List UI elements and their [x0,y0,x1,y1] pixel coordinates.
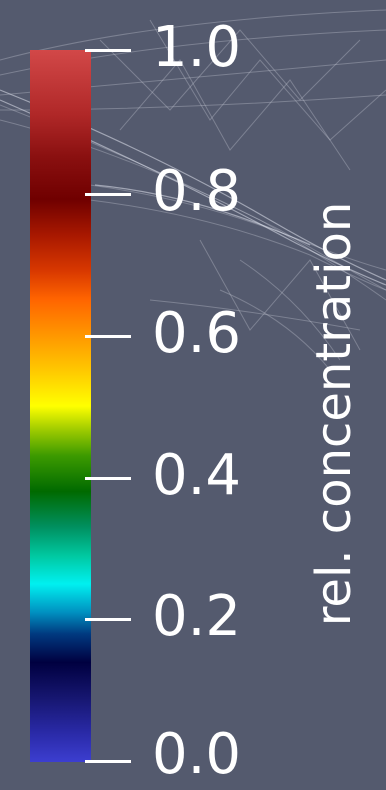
legend-title: rel. concentration [306,201,362,627]
tick-mark-0-8 [85,193,131,196]
tick-label-0-6: 0.6 [152,301,242,366]
tick-mark-1-0 [85,49,131,52]
tick-label-0-0: 0.0 [152,722,242,787]
tick-mark-0-4 [85,477,131,480]
tick-label-1-0: 1.0 [152,15,242,80]
tick-mark-0-0 [85,760,131,763]
tick-label-0-8: 0.8 [152,159,242,224]
tick-mark-0-6 [85,335,131,338]
tick-label-0-2: 0.2 [152,584,242,649]
tick-mark-0-2 [85,618,131,621]
color-scale-bar [30,50,91,762]
tick-label-0-4: 0.4 [152,443,242,508]
